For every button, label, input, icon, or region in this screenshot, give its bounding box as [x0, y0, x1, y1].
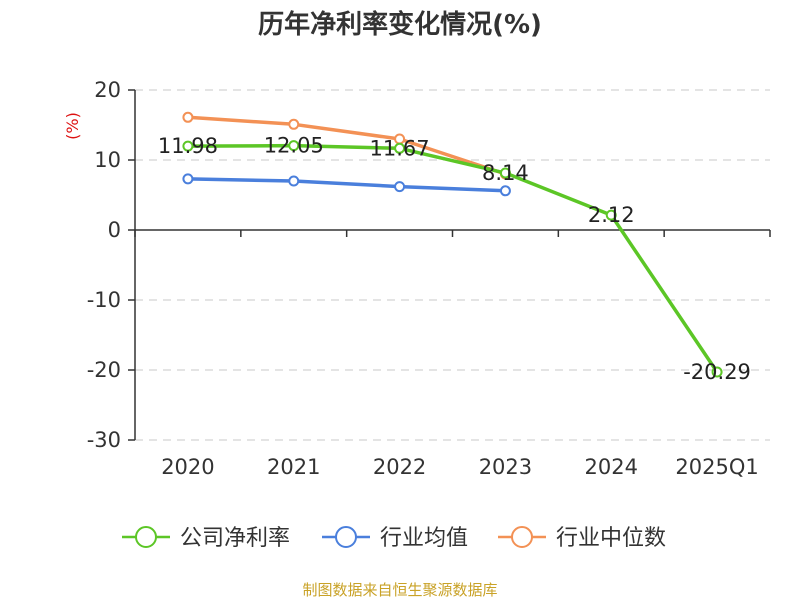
data-point — [394, 181, 406, 193]
x-tick-label: 2020 — [161, 455, 214, 479]
series-lines — [182, 111, 723, 378]
x-tick-labels: 2020 2021 2022 2023 2024 2025Q1 — [161, 455, 759, 479]
legend-label: 行业均值 — [380, 526, 468, 551]
y-tick-label: -30 — [87, 428, 121, 452]
legend-item[interactable]: 行业均值 — [322, 526, 468, 551]
data-point — [605, 209, 617, 221]
data-label: 12.05 — [264, 134, 324, 158]
data-point — [182, 111, 194, 123]
y-axis-label: (%) — [63, 112, 82, 140]
y-tick-label: 0 — [108, 218, 121, 242]
y-tick-label: 20 — [94, 78, 121, 102]
data-point — [288, 175, 300, 187]
legend-label: 行业中位数 — [556, 526, 666, 551]
source-footer: 制图数据来自恒生聚源数据库 — [302, 581, 497, 599]
x-tick-label: 2025Q1 — [675, 455, 758, 479]
data-point — [711, 366, 723, 378]
data-point — [499, 185, 511, 197]
series-line — [186, 115, 508, 176]
series-line — [186, 177, 508, 193]
x-tick-label: 2022 — [373, 455, 426, 479]
legend-marker-icon — [511, 526, 533, 548]
data-label: 11.67 — [370, 136, 430, 160]
y-tick-label: -10 — [87, 288, 121, 312]
data-point — [499, 167, 511, 179]
data-labels: 11.98 12.05 11.67 8.14 2.12 -20.29 — [158, 134, 751, 384]
legend-item[interactable]: 公司净利率 — [122, 526, 290, 551]
data-label: 2.12 — [588, 203, 635, 227]
data-point — [394, 142, 406, 154]
grid-lines — [135, 89, 770, 441]
y-tick-label: -20 — [87, 358, 121, 382]
legend-marker-icon — [335, 526, 357, 548]
y-tick-labels: 20 10 0 -10 -20 -30 — [87, 78, 121, 452]
series-0 — [182, 140, 723, 378]
data-label: 8.14 — [482, 161, 529, 185]
series-1 — [182, 173, 511, 197]
x-tick-label: 2023 — [479, 455, 532, 479]
data-point — [182, 140, 194, 152]
chart-title: 历年净利率变化情况(%) — [258, 9, 542, 40]
x-tick-label: 2024 — [585, 455, 638, 479]
data-label: -20.29 — [683, 360, 751, 384]
legend-item[interactable]: 行业中位数 — [498, 526, 666, 551]
legend-marker-icon — [135, 526, 157, 548]
y-tick-label: 10 — [94, 148, 121, 172]
x-tick-label: 2021 — [267, 455, 320, 479]
legend-label: 公司净利率 — [180, 526, 290, 551]
data-label: 11.98 — [158, 134, 218, 158]
data-point — [288, 140, 300, 152]
data-point — [182, 173, 194, 185]
axes — [128, 89, 771, 441]
data-point — [288, 118, 300, 130]
series-line — [186, 143, 719, 374]
legend[interactable]: 公司净利率 行业均值 行业中位数 — [122, 526, 666, 551]
